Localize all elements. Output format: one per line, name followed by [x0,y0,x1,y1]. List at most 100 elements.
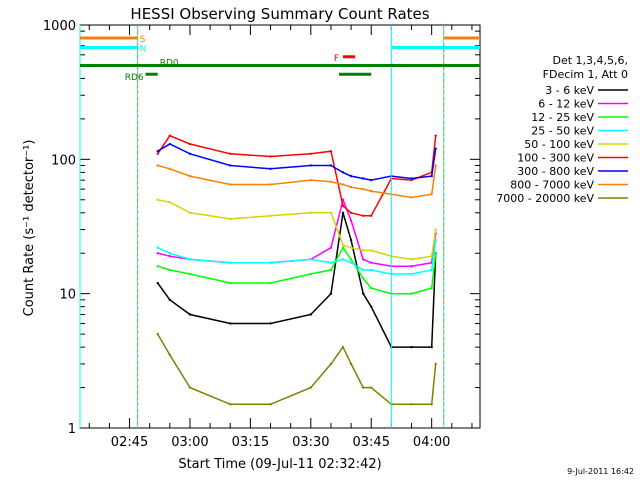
data-point [269,167,272,171]
data-point [329,362,333,366]
x-tick-label: 03:30 [292,435,329,450]
y-tick-label: 1 [68,422,76,437]
data-point [341,183,345,186]
data-point [329,211,333,214]
data-point [341,171,345,174]
x-tick-label: 02:45 [111,435,148,450]
flag-label: S [140,35,146,45]
data-point [156,149,159,153]
data-point [361,386,365,389]
plot-background [80,25,480,428]
data-point [309,211,313,214]
data-point [434,239,437,242]
data-point [269,261,272,264]
series-layer [156,134,437,406]
data-point [341,204,345,208]
chart-title: HESSI Observing Summary Count Rates [130,5,429,23]
data-point [168,353,172,357]
data-point [434,134,437,137]
flag-label: RD0 [160,58,179,68]
data-point [229,164,232,167]
data-point [309,152,313,155]
legend-entry-label: 7000 - 20000 keV [496,192,594,205]
data-point [168,268,172,272]
legend-entry-label: 3 - 6 keV [545,84,594,97]
data-point [410,196,413,199]
flag-label: F [334,54,339,64]
data-point [229,403,232,406]
data-point [434,228,437,231]
legend-entry-label: 6 - 12 keV [538,98,594,111]
data-point [434,164,437,167]
data-point [188,174,192,178]
data-point [156,152,159,155]
data-point [434,252,437,255]
data-point [229,281,232,285]
data-point [349,239,353,242]
data-point [349,258,353,261]
legend-entry-label: 100 - 300 keV [517,152,594,165]
data-point [370,189,373,193]
data-point [269,155,272,158]
data-point [361,187,365,191]
data-point [168,298,172,302]
data-point [156,265,159,268]
plot-area [80,25,480,428]
axes: 1 10 100 1000 02:45 03:00 03:15 03:30 03:45 04:00 [43,19,481,450]
data-point [430,193,433,196]
data-point [370,268,373,272]
data-point [188,211,192,214]
data-point [229,152,232,155]
data-point [269,214,272,217]
x-tick-label: 04:00 [413,435,450,450]
legend-entry-label: 12 - 25 keV [531,111,594,124]
data-point [309,386,313,389]
data-point [229,183,232,186]
data-point [410,258,413,261]
data-point [410,345,413,349]
data-point [269,281,272,285]
data-point [430,268,433,272]
data-point [341,345,345,349]
data-point [188,272,192,276]
data-point [156,164,159,167]
data-point [410,177,413,180]
data-point [309,178,313,182]
data-point [341,211,345,214]
data-point [229,261,232,264]
data-point [361,249,365,252]
data-point [361,277,365,280]
data-point [430,255,433,258]
data-point [349,246,353,249]
data-point [188,142,192,146]
data-point [309,164,313,167]
data-point [329,180,333,184]
data-point [370,286,373,290]
data-point [410,292,413,295]
data-point [434,362,437,366]
data-point [361,177,365,180]
data-point [188,313,192,316]
data-point [156,198,159,201]
timestamp: 9-Jul-2011 16:42 [567,467,634,476]
data-point [329,261,333,264]
data-point [430,174,433,178]
data-point [370,386,373,389]
data-point [188,386,192,389]
legend-header: FDecim 1, Att 0 [543,68,628,81]
data-point [349,261,353,264]
data-point [168,255,172,258]
legend-entry-label: 25 - 50 keV [531,125,594,138]
data-point [168,134,172,137]
data-point [156,332,159,336]
data-point [361,214,365,217]
data-point [370,214,373,217]
y-axis-label: Count Rate (s⁻¹ detector⁻¹) [22,140,37,317]
data-point [370,261,373,264]
data-point [410,178,413,182]
x-tick-label: 03:15 [232,435,269,450]
legend-header: Det 1,3,4,5,6, [552,54,628,67]
data-point [309,258,313,261]
data-point [430,345,433,349]
